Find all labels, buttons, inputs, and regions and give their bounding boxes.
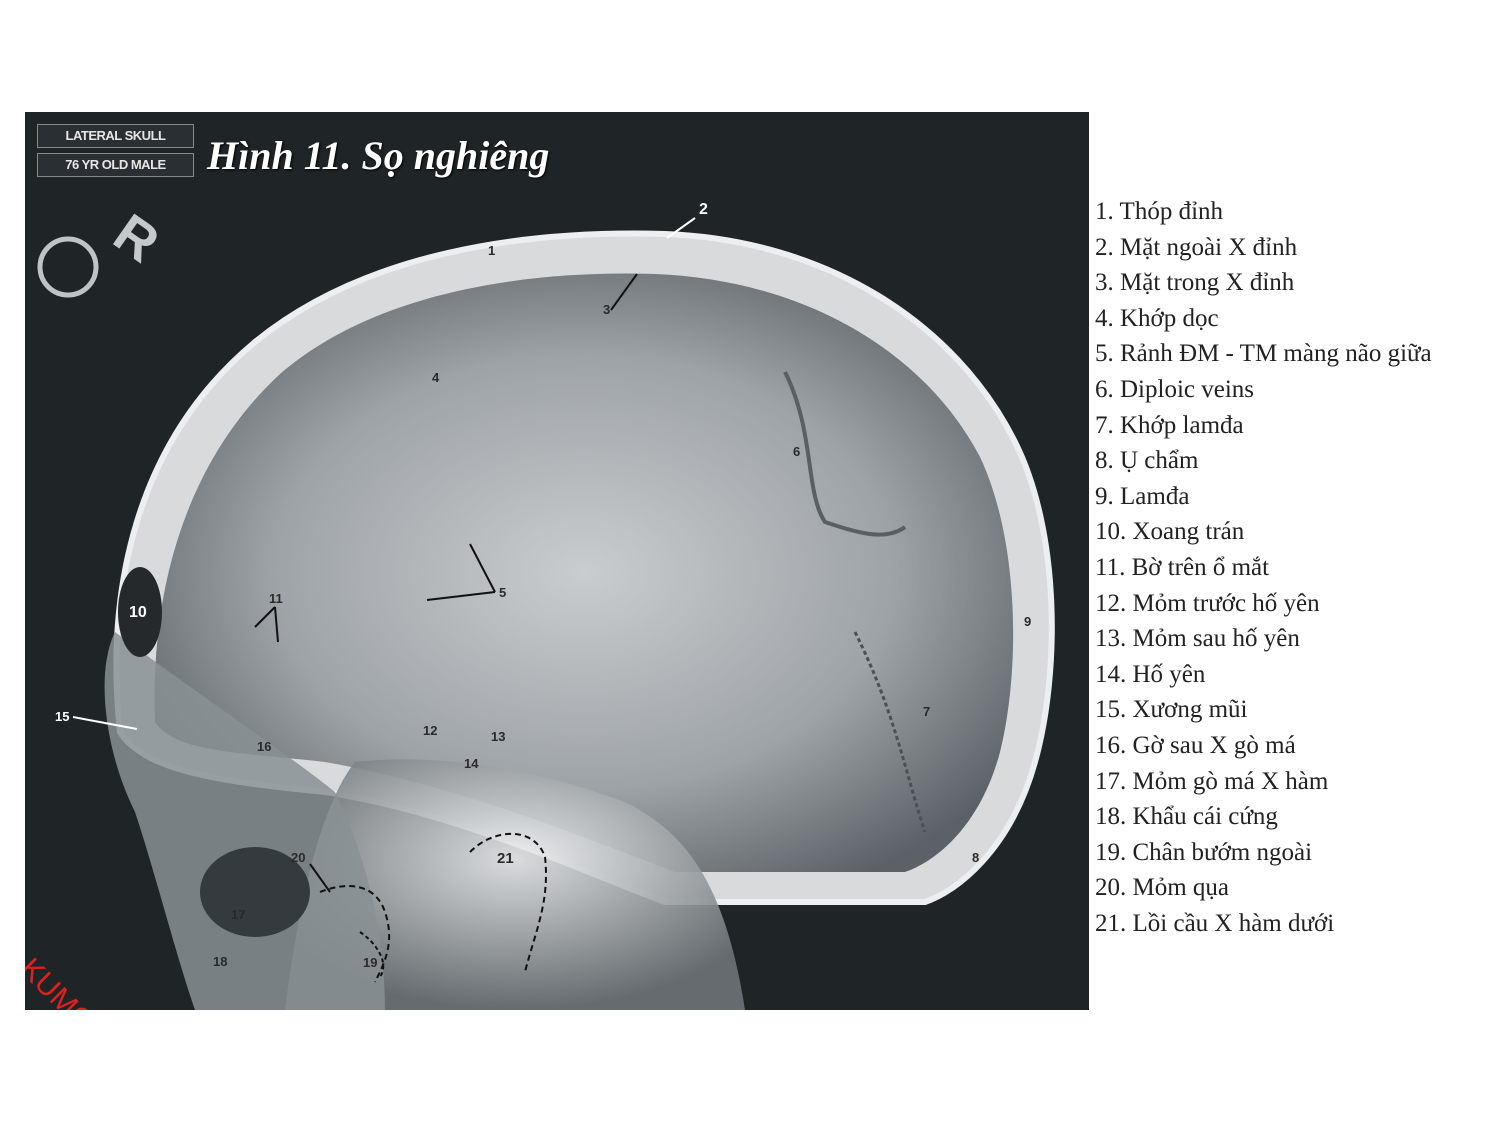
legend-item: 5. Rảnh ĐM - TM màng não giữa — [1095, 340, 1432, 368]
legend-item: 17. Mỏm gò má X hàm — [1095, 767, 1329, 795]
legend-item: 14. Hố yên — [1095, 660, 1206, 688]
patient-tag: 76 YR OLD MALE — [37, 153, 194, 177]
legend-item: 11. Bờ trên ổ mắt — [1095, 553, 1270, 581]
marker-11: 11 — [269, 591, 283, 606]
condyle-outline — [469, 832, 547, 973]
legend-item: 20. Mỏm qụa — [1095, 874, 1230, 902]
legend-item: 12. Mỏm trước hố yên — [1095, 589, 1320, 617]
legend-item: 6. Diploic veins — [1095, 375, 1255, 403]
frontal-sinus — [118, 567, 162, 657]
marker-14: 14 — [464, 756, 479, 771]
marker-20: 20 — [291, 850, 306, 865]
legend-item: 1. Thóp đỉnh — [1095, 198, 1224, 225]
legend-list: 1. Thóp đỉnh 2. Mặt ngoài X đỉnh 3. Mặt … — [1095, 194, 1432, 941]
legend-item: 2. Mặt ngoài X đỉnh — [1095, 233, 1298, 261]
marker-6: 6 — [793, 444, 801, 459]
marker-4: 4 — [432, 370, 440, 385]
marker-8: 8 — [972, 850, 980, 865]
figure-title: Hình 11. Sọ nghiêng — [207, 133, 550, 178]
marker-21: 21 — [497, 850, 514, 867]
marker-10: 10 — [129, 604, 147, 621]
marker-7: 7 — [923, 704, 931, 719]
legend-item: 9. Lamđa — [1095, 482, 1190, 510]
lambdoid-suture — [853, 631, 927, 833]
legend-item: 3. Mặt trong X đỉnh — [1095, 269, 1295, 297]
legend-item: 7. Khớp lamđa — [1095, 411, 1244, 439]
cranial-cavity — [154, 273, 1014, 872]
marker-16: 16 — [257, 739, 272, 754]
pterygoid-outline — [359, 931, 385, 978]
legend-item: 8. Ụ chẩm — [1095, 447, 1199, 475]
marker-18: 18 — [213, 954, 228, 969]
legend-item: 4. Khớp dọc — [1095, 304, 1219, 332]
skull-xray-drawing: R — [37, 203, 1055, 1010]
marker-13: 13 — [491, 729, 506, 744]
marker-9: 9 — [1024, 614, 1032, 629]
legend-item: 19. Chân bướm ngoài — [1095, 838, 1313, 866]
skull-base — [285, 759, 745, 1010]
marker-12: 12 — [423, 723, 438, 738]
legend-item: 16. Gờ sau X gò má — [1095, 731, 1296, 759]
marker-15: 15 — [55, 709, 70, 724]
skull-xray-image: R LATERAL SKULL 76 YR OLD MALE Hình 11. … — [25, 112, 1089, 1010]
marker-2: 2 — [699, 201, 708, 218]
marker-19: 19 — [363, 955, 378, 970]
marker-17: 17 — [231, 907, 246, 922]
marker-circle — [37, 236, 99, 298]
legend-item: 18. Khẩu cái cứng — [1095, 803, 1278, 831]
legend-item: 13. Mỏm sau hố yên — [1095, 625, 1300, 653]
r-marker: R — [103, 203, 169, 275]
legend-item: 21. Lồi cầu X hàm dưới — [1095, 909, 1335, 937]
facial-bones — [104, 632, 385, 1010]
legend-item: 10. Xoang trán — [1095, 518, 1245, 546]
marker-1: 1 — [488, 243, 496, 258]
marker-3: 3 — [603, 302, 611, 317]
legend-item: 15. Xương mũi — [1095, 696, 1248, 724]
coronoid-outline — [319, 885, 391, 983]
marker-5: 5 — [499, 585, 507, 600]
view-tag: LATERAL SKULL — [37, 124, 194, 148]
maxillary-sinus — [200, 847, 310, 937]
diploic-veins — [783, 371, 907, 537]
